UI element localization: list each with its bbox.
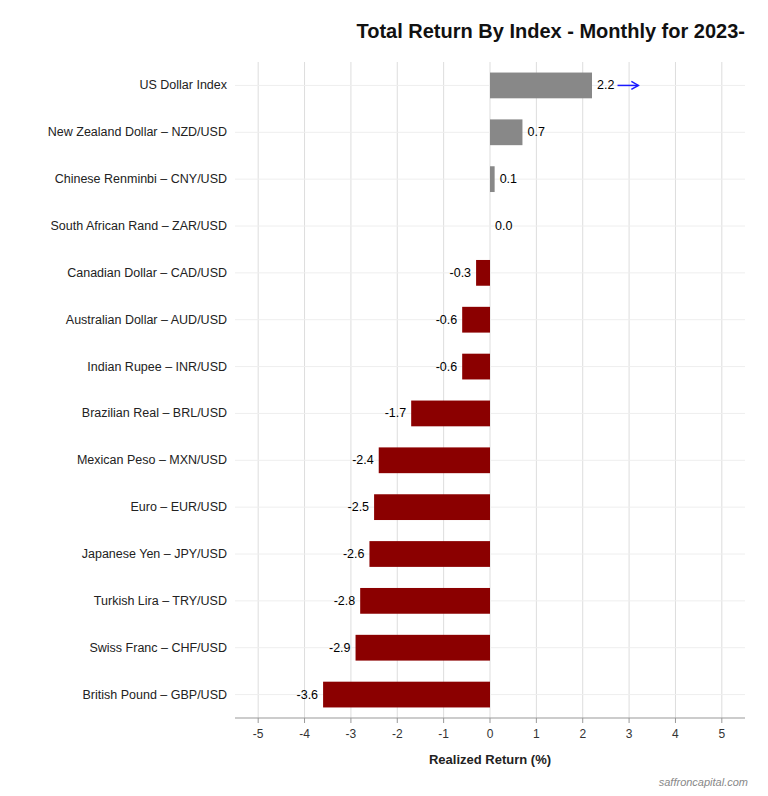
y-tick-label: Indian Rupee – INR/USD [87, 360, 227, 374]
x-tick-label: 3 [626, 727, 633, 741]
y-tick-label: Mexican Peso – MXN/USD [77, 453, 227, 467]
x-tick-label: -3 [346, 727, 357, 741]
x-tick [582, 718, 583, 723]
x-grid-line [721, 62, 722, 718]
y-tick-label: Swiss Franc – CHF/USD [89, 641, 227, 655]
y-tick-label: South African Rand – ZAR/USD [51, 219, 227, 233]
x-tick [258, 718, 259, 723]
data-label: -0.6 [436, 360, 458, 374]
bar [490, 213, 491, 239]
data-label: 0.0 [495, 219, 512, 233]
x-grid-line [443, 62, 444, 718]
x-tick [721, 718, 722, 723]
x-grid-line [397, 62, 398, 718]
x-grid-line [536, 62, 537, 718]
arrow-shaft [618, 85, 639, 87]
bar [490, 119, 522, 145]
y-tick-label: Brazilian Real – BRL/USD [82, 406, 227, 420]
x-tick [304, 718, 305, 723]
arrow-head [631, 81, 638, 89]
x-tick-label: 1 [533, 727, 540, 741]
bar [323, 682, 490, 708]
x-tick [350, 718, 351, 723]
x-tick-label: -4 [299, 727, 310, 741]
bar [356, 635, 490, 661]
x-tick-label: 5 [718, 727, 725, 741]
title: Total Return By Index - Monthly for 2023… [356, 20, 745, 42]
data-label: -1.7 [385, 406, 407, 420]
x-grid-line [304, 62, 305, 718]
bar [379, 447, 490, 473]
x-tick [675, 718, 676, 723]
x-tick-label: -5 [253, 727, 264, 741]
x-tick [490, 718, 491, 723]
x-tick-label: -2 [392, 727, 403, 741]
data-label: 2.2 [597, 78, 614, 92]
y-tick-label: Australian Dollar – AUD/USD [66, 313, 227, 327]
y-grid-line [235, 226, 745, 227]
data-label: -2.4 [352, 453, 374, 467]
arrow-annotation [618, 81, 639, 89]
x-grid-line [490, 62, 491, 718]
data-label: -2.8 [334, 594, 356, 608]
data-label: -2.9 [329, 641, 351, 655]
x-axis-label: Realized Return (%) [429, 752, 551, 767]
bar [462, 354, 490, 380]
y-tick-label: Japanese Yen – JPY/USD [82, 547, 227, 561]
data-label: -2.6 [343, 547, 365, 561]
bar [490, 166, 495, 192]
x-grid-line [258, 62, 259, 718]
y-axis: British Pound – GBP/USD Swiss Franc – CHF… [48, 78, 228, 701]
x-tick [397, 718, 398, 723]
bar [476, 260, 490, 286]
data-label: -0.3 [450, 266, 472, 280]
x-tick-label: 2 [579, 727, 586, 741]
x-tick-label: 0 [487, 727, 494, 741]
data-label: 0.1 [500, 172, 517, 186]
y-tick-label: British Pound – GBP/USD [82, 688, 227, 702]
x-tick [443, 718, 444, 723]
bar [369, 541, 490, 567]
x-tick-label: 4 [672, 727, 679, 741]
x-tick-label: -1 [438, 727, 449, 741]
data-label: 0.7 [527, 125, 544, 139]
bar [360, 588, 490, 614]
x-grid-line [675, 62, 676, 718]
x-grid-line [629, 62, 630, 718]
bars [323, 73, 592, 708]
x-grid-line [582, 62, 583, 718]
bar [411, 401, 490, 427]
y-tick-label: New Zealand Dollar – NZD/USD [48, 125, 227, 139]
x-grid-line [350, 62, 351, 718]
y-tick-label: Turkish Lira – TRY/USD [94, 594, 227, 608]
y-tick-label: Canadian Dollar – CAD/USD [67, 266, 227, 280]
x-tick [629, 718, 630, 723]
bar [462, 307, 490, 333]
x-tick [536, 718, 537, 723]
bar [374, 494, 490, 520]
data-label: -3.6 [297, 688, 319, 702]
data-labels: -3.6 -2.9 -2.8 -2.6 -2.5 -2.4 -1.7 -0.6 -0.6 -0.3… [297, 78, 615, 701]
y-tick-label: Chinese Renminbi – CNY/USD [55, 172, 227, 186]
grid [235, 62, 745, 718]
chart: -5 -4 -3 -2 -1 0 1 2 3 4 5 Realized Return (%) Briti… [0, 0, 768, 796]
bar [490, 73, 592, 99]
data-label: -2.5 [348, 500, 370, 514]
data-label: -0.6 [436, 313, 458, 327]
x-axis: -5 -4 -3 -2 -1 0 1 2 3 4 5 [253, 718, 726, 741]
y-tick-label: US Dollar Index [139, 78, 227, 92]
watermark: saffroncapital.com [659, 776, 748, 788]
y-tick-label: Euro – EUR/USD [130, 500, 227, 514]
